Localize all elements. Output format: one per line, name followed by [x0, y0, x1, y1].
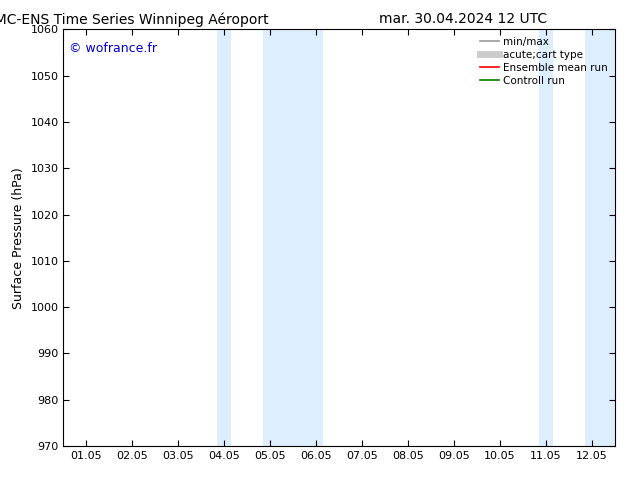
Text: CMC-ENS Time Series Winnipeg Aéroport: CMC-ENS Time Series Winnipeg Aéroport	[0, 12, 269, 27]
Bar	[539, 29, 553, 446]
Legend: min/max, acute;cart type, Ensemble mean run, Controll run: min/max, acute;cart type, Ensemble mean …	[476, 32, 612, 90]
Text: mar. 30.04.2024 12 UTC: mar. 30.04.2024 12 UTC	[378, 12, 547, 26]
Y-axis label: Surface Pressure (hPa): Surface Pressure (hPa)	[12, 167, 25, 309]
Bar	[263, 29, 323, 446]
Bar	[217, 29, 231, 446]
Text: © wofrance.fr: © wofrance.fr	[69, 42, 157, 55]
Bar	[585, 29, 615, 446]
